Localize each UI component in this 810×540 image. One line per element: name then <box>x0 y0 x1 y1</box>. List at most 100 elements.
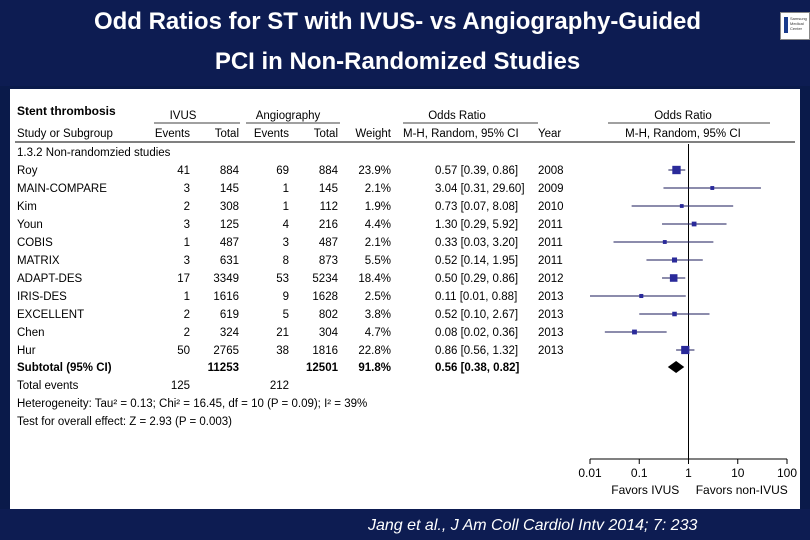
row-n1: 631 <box>220 255 239 267</box>
row-e1: 3 <box>184 219 190 231</box>
row-ci: 0.08 [0.02, 0.36] <box>435 327 518 339</box>
row-n2: 487 <box>319 237 338 249</box>
row-weight: 5.5% <box>365 255 391 267</box>
x-tick-label: 0.1 <box>631 466 648 480</box>
row-ci: 0.33 [0.03, 3.20] <box>435 237 518 249</box>
row-e1: 50 <box>177 345 190 357</box>
row-n1: 308 <box>220 201 239 213</box>
subtotal-weight: 91.8% <box>358 362 391 374</box>
study-marker <box>639 293 644 299</box>
row-ci: 1.30 [0.29, 5.92] <box>435 219 518 231</box>
row-n1: 125 <box>220 219 239 231</box>
row-e1: 17 <box>177 273 190 285</box>
or-header-left: Odds Ratio <box>428 110 486 122</box>
subtotal-n2: 12501 <box>306 362 339 374</box>
row-n2: 216 <box>319 219 338 231</box>
study-row: Youn 3 125 4 216 4.4% 1.30 [0.29, 5.92] 2011 <box>17 219 563 231</box>
col-total-2: Total <box>314 128 338 140</box>
study-row: MAIN-COMPARE 3 145 1 145 2.1% 3.04 [0.31, 29.6… <box>17 183 564 195</box>
row-e1: 2 <box>184 201 190 213</box>
row-weight: 18.4% <box>358 273 391 285</box>
row-ci: 0.57 [0.39, 0.86] <box>435 165 518 177</box>
row-e1: 41 <box>177 165 190 177</box>
study-row: Kim 2 308 1 112 1.9% 0.73 [0.07, 8.08] 2010 <box>17 201 564 213</box>
study-row: MATRIX 3 631 8 873 5.5% 0.52 [0.14, 1.95] 2011 <box>17 255 563 267</box>
row-weight: 2.5% <box>365 291 391 303</box>
forest-plot-svg: Stent thrombosis IVUS Angiography Odds R… <box>15 104 797 497</box>
hospital-logo: Samsung Medical Center <box>780 12 810 40</box>
x-tick-label: 0.01 <box>578 466 602 480</box>
row-study: Youn <box>17 219 43 231</box>
study-marker <box>662 240 667 244</box>
row-year: 2013 <box>538 291 564 303</box>
row-year: 2011 <box>538 255 563 267</box>
col-events-2: Events <box>254 128 289 140</box>
study-marker <box>669 274 678 282</box>
row-n2: 1628 <box>312 291 338 303</box>
row-year: 2008 <box>538 165 564 177</box>
group1-label: IVUS <box>170 110 197 122</box>
x-tick-label: 1 <box>685 466 692 480</box>
row-e2: 38 <box>276 345 289 357</box>
study-row: ADAPT-DES 17 3349 53 5234 18.4% 0.50 [0.29, 0.… <box>17 273 564 285</box>
study-marker <box>710 186 715 190</box>
col-year: Year <box>538 128 561 140</box>
row-n1: 619 <box>220 309 239 321</box>
x-tick-label: 10 <box>731 466 745 480</box>
row-e1: 2 <box>184 327 190 339</box>
row-n1: 487 <box>220 237 239 249</box>
subtotal-ci: 0.56 [0.38, 0.82] <box>435 362 520 374</box>
forest-plot-panel: Stent thrombosis IVUS Angiography Odds R… <box>10 89 800 509</box>
or-header-right: Odds Ratio <box>654 110 712 122</box>
total-events-2: 212 <box>270 380 289 392</box>
row-ci: 3.04 [0.31, 29.60] <box>435 183 525 195</box>
study-marker <box>691 221 697 227</box>
row-weight: 4.7% <box>365 327 391 339</box>
row-e2: 21 <box>276 327 289 339</box>
subgroup-label: 1.3.2 Non-randomzied studies <box>17 147 171 159</box>
row-study: Chen <box>17 327 45 339</box>
row-e2: 8 <box>283 255 289 267</box>
study-marker <box>632 329 637 335</box>
row-ci: 0.86 [0.56, 1.32] <box>435 345 518 357</box>
row-e2: 3 <box>283 237 289 249</box>
row-weight: 4.4% <box>365 219 391 231</box>
pooled-diamond <box>667 361 685 373</box>
row-e1: 3 <box>184 255 190 267</box>
row-n2: 304 <box>319 327 339 339</box>
row-year: 2012 <box>538 273 564 285</box>
col-study: Study or Subgroup <box>17 128 113 140</box>
row-year: 2010 <box>538 201 564 213</box>
study-row: EXCELLENT 2 619 5 802 3.8% 0.52 [0.10, 2.67] 20… <box>17 309 564 321</box>
row-n1: 145 <box>220 183 239 195</box>
row-study: Roy <box>17 165 38 177</box>
row-n1: 3349 <box>213 273 239 285</box>
row-weight: 3.8% <box>365 309 391 321</box>
row-n2: 112 <box>320 201 338 213</box>
col-ci: M-H, Random, 95% CI <box>403 128 519 140</box>
row-n1: 324 <box>220 327 240 339</box>
row-study: Hur <box>17 345 36 357</box>
favors-ivus-label: Favors IVUS <box>611 483 679 497</box>
row-weight: 2.1% <box>365 237 391 249</box>
row-e2: 53 <box>276 273 289 285</box>
row-n2: 873 <box>319 255 338 267</box>
row-study: EXCELLENT <box>17 309 84 321</box>
title-bar: Odd Ratios for ST with IVUS- vs Angiogra… <box>0 0 810 86</box>
forest-plot-area <box>590 144 761 459</box>
x-tick-label: 100 <box>777 466 797 480</box>
col-weight: Weight <box>355 128 391 140</box>
row-e2: 1 <box>283 201 289 213</box>
row-year: 2013 <box>538 309 564 321</box>
study-marker <box>681 345 690 355</box>
study-row: IRIS-DES 1 1616 9 1628 2.5% 0.11 [0.01, 0.88] 2… <box>17 291 564 303</box>
row-e1: 3 <box>184 183 190 195</box>
row-n2: 1816 <box>312 345 338 357</box>
row-study: ADAPT-DES <box>17 273 83 285</box>
row-e1: 1 <box>184 237 190 249</box>
x-axis: 0.01 0.1 1 10 100 Favors IVUS Favors non-IVUS <box>578 458 797 497</box>
logo-mark-icon <box>784 17 788 33</box>
study-row: Roy 41 884 69 884 23.9% 0.57 [0.39, 0.86] 2008 <box>17 165 564 177</box>
overall-effect-text: Test for overall effect: Z = 2.93 (P = 0… <box>17 416 232 428</box>
